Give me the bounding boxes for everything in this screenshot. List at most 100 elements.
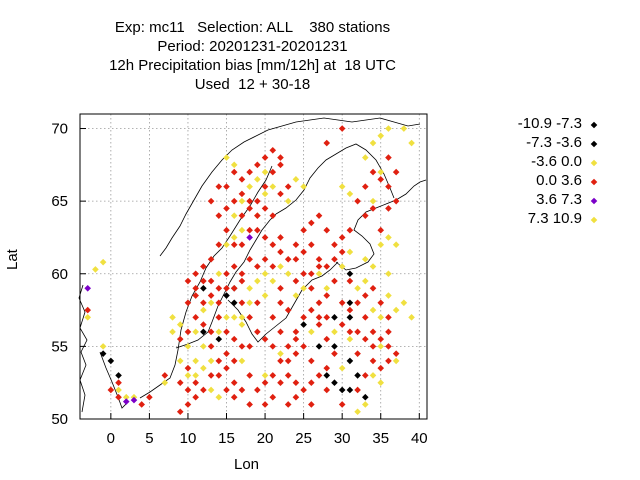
data-point bbox=[230, 161, 238, 169]
data-points bbox=[84, 125, 415, 416]
data-point bbox=[323, 372, 331, 379]
data-point bbox=[369, 205, 377, 212]
y-tick-label: 50 bbox=[51, 411, 68, 428]
data-point bbox=[269, 372, 277, 379]
data-point bbox=[223, 183, 230, 190]
data-point bbox=[300, 270, 307, 278]
data-point bbox=[215, 212, 223, 219]
data-point bbox=[362, 335, 369, 343]
data-point bbox=[338, 386, 346, 394]
data-point bbox=[369, 263, 377, 270]
data-point bbox=[369, 372, 377, 379]
data-point bbox=[338, 234, 346, 241]
data-point bbox=[215, 284, 223, 292]
data-point bbox=[207, 277, 215, 285]
chart-title-line-2: Period: 20201231-20201231 bbox=[157, 38, 348, 55]
data-point bbox=[315, 263, 323, 270]
data-point bbox=[284, 255, 292, 263]
data-point bbox=[277, 357, 284, 365]
data-point bbox=[238, 176, 246, 183]
data-point bbox=[230, 197, 238, 205]
data-point bbox=[192, 393, 199, 401]
data-point bbox=[230, 234, 238, 241]
data-point bbox=[261, 183, 269, 190]
data-point bbox=[200, 343, 207, 350]
data-point bbox=[238, 357, 246, 365]
data-point bbox=[269, 147, 277, 154]
data-point bbox=[230, 335, 238, 343]
data-point bbox=[215, 372, 223, 379]
data-point bbox=[254, 197, 261, 205]
data-point bbox=[346, 190, 354, 198]
data-point bbox=[200, 284, 207, 292]
data-point bbox=[377, 132, 385, 140]
data-point bbox=[230, 314, 238, 321]
data-point bbox=[176, 357, 184, 365]
data-point bbox=[369, 306, 377, 314]
data-point bbox=[362, 292, 369, 299]
data-point bbox=[115, 372, 122, 379]
data-point bbox=[254, 328, 261, 336]
data-point bbox=[300, 343, 307, 350]
data-point bbox=[277, 299, 284, 307]
data-point bbox=[192, 270, 199, 278]
data-point bbox=[277, 379, 284, 386]
data-point bbox=[192, 328, 199, 336]
data-point bbox=[261, 168, 269, 176]
data-point bbox=[346, 226, 354, 234]
data-point bbox=[230, 393, 238, 401]
data-point bbox=[246, 168, 253, 176]
legend-marker bbox=[590, 216, 598, 224]
chart-title-line-1: Exp: mc11 Selection: ALL 380 stations bbox=[114, 19, 391, 36]
data-point bbox=[238, 386, 246, 394]
chart-title-line-3: 12h Precipitation bias [mm/12h] at 18 UT… bbox=[109, 57, 396, 74]
data-point bbox=[362, 393, 369, 401]
data-point bbox=[315, 255, 323, 263]
data-point bbox=[392, 306, 400, 314]
data-point bbox=[392, 350, 400, 357]
plot-frame bbox=[79, 113, 428, 420]
data-point bbox=[331, 328, 338, 336]
data-point bbox=[369, 284, 377, 292]
data-point bbox=[207, 343, 215, 350]
data-point bbox=[238, 190, 246, 198]
data-point bbox=[192, 314, 199, 321]
data-point bbox=[362, 212, 369, 219]
data-point bbox=[230, 263, 238, 270]
data-point bbox=[277, 190, 284, 198]
data-point bbox=[377, 335, 385, 343]
data-point bbox=[277, 234, 284, 241]
data-point bbox=[369, 168, 377, 176]
data-point bbox=[238, 299, 246, 307]
data-point bbox=[261, 379, 269, 386]
data-point bbox=[269, 183, 277, 190]
data-point bbox=[369, 197, 377, 205]
data-point bbox=[269, 168, 277, 176]
data-point bbox=[254, 263, 261, 270]
data-point bbox=[207, 292, 215, 299]
data-point bbox=[184, 401, 192, 408]
data-point bbox=[346, 314, 354, 321]
chart-title-line-4: Used 12 + 30-18 bbox=[194, 76, 311, 93]
data-point bbox=[346, 335, 354, 343]
y-tick-label: 60 bbox=[51, 266, 68, 283]
data-point bbox=[346, 306, 354, 314]
data-point bbox=[230, 212, 238, 219]
data-point bbox=[115, 379, 122, 386]
data-point bbox=[377, 241, 385, 249]
data-point bbox=[354, 328, 361, 336]
data-point bbox=[261, 372, 269, 379]
data-point bbox=[346, 248, 354, 256]
data-point bbox=[146, 393, 153, 401]
data-point bbox=[377, 364, 385, 372]
data-point bbox=[284, 270, 292, 278]
data-point bbox=[192, 284, 199, 292]
data-point bbox=[408, 314, 415, 321]
data-point bbox=[192, 292, 199, 299]
data-point bbox=[338, 364, 346, 372]
data-point bbox=[277, 263, 284, 270]
data-point bbox=[385, 183, 392, 190]
data-point bbox=[308, 284, 315, 292]
data-point bbox=[300, 226, 307, 234]
data-point bbox=[246, 401, 253, 408]
